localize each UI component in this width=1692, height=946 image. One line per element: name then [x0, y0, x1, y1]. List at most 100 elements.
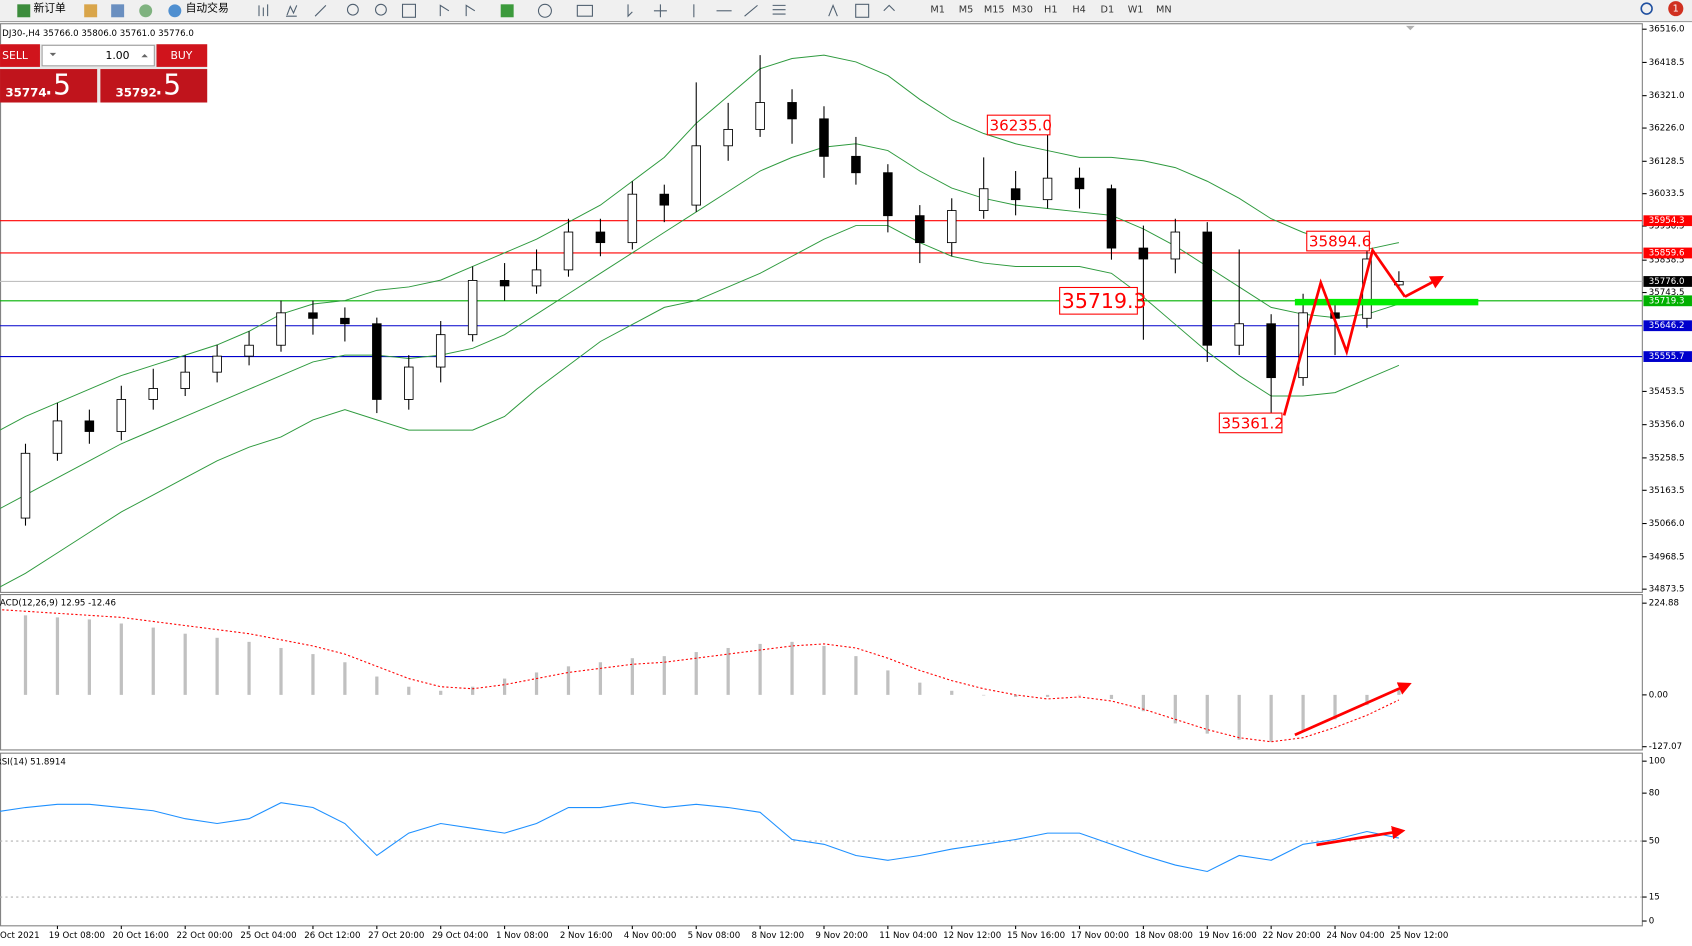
notification-count[interactable]: 1 — [1673, 4, 1679, 15]
toolbar-icon[interactable] — [84, 4, 98, 18]
candle-body — [946, 210, 957, 244]
price-annotation: 35719.3 — [1062, 289, 1147, 313]
lot-up[interactable] — [141, 53, 148, 58]
buy-label[interactable]: BUY — [171, 49, 193, 62]
x-tick-label: 19 Nov 16:00 — [1199, 931, 1257, 941]
axes: 36516.0 36418.5 36321.0 36226.0 36128.5 36033… — [0, 25, 1692, 941]
macd-bar — [630, 658, 634, 695]
search-icon[interactable] — [1640, 2, 1653, 15]
drawings — [1282, 247, 1479, 847]
macd-arrow — [1294, 682, 1412, 737]
candle-body — [404, 366, 414, 400]
timeframe-button[interactable]: W1 — [1128, 5, 1144, 16]
x-tick-label: 26 Oct 12:00 — [304, 931, 360, 941]
timeframe-button[interactable]: M30 — [1012, 5, 1033, 16]
y-tick-label: 36033.5 — [1649, 189, 1685, 199]
macd-bar — [23, 615, 28, 695]
price-annotation-box — [1306, 230, 1370, 252]
timeframe-button[interactable]: H4 — [1072, 5, 1085, 16]
buy-price-box[interactable] — [100, 69, 208, 103]
toolbar-tools[interactable] — [258, 3, 895, 18]
auto-trading-icon[interactable] — [168, 4, 182, 18]
bid-marker — [1643, 276, 1692, 287]
indicators-icon[interactable] — [500, 4, 514, 18]
macd-signal — [0, 609, 1400, 743]
timeframe-button[interactable]: H1 — [1044, 5, 1057, 16]
new-order-button[interactable]: 新订单 — [33, 2, 66, 15]
price-annotation-box — [1218, 412, 1283, 434]
macd-bar — [1333, 694, 1337, 720]
price-annotation: 36235.0 — [990, 117, 1052, 135]
x-tick-label: 29 Oct 04:00 — [432, 931, 488, 941]
y-tick-label: 36128.5 — [1649, 157, 1685, 167]
candle-body — [563, 231, 574, 271]
macd-bar — [1269, 694, 1273, 742]
auto-trading-button[interactable]: 自动交易 — [186, 2, 229, 15]
timeframe-button[interactable]: M15 — [984, 5, 1005, 16]
candle-body — [180, 371, 190, 389]
timeframe-button[interactable]: MN — [1156, 5, 1172, 16]
sell-button[interactable] — [0, 44, 40, 67]
sell-price[interactable]: 35774 — [5, 85, 46, 99]
sell-label[interactable]: SELL — [2, 49, 28, 62]
x-tick-label: 4 Nov 00:00 — [624, 931, 677, 941]
toolbar-icon[interactable] — [111, 4, 125, 18]
macd-bar — [822, 645, 826, 695]
macd-bar — [215, 637, 219, 695]
y-tick-label: 80 — [1649, 789, 1660, 799]
lot-value[interactable]: 1.00 — [105, 49, 129, 62]
x-tick-label: 17 Nov 00:00 — [1071, 931, 1129, 941]
candle-body — [116, 399, 127, 432]
macd-bar — [279, 647, 283, 695]
toolbar-icon[interactable] — [139, 4, 153, 18]
x-tick-label: 25 Oct 04:00 — [240, 931, 296, 941]
candle-body — [915, 215, 925, 244]
macd-bar — [55, 617, 60, 695]
buy-price-tail[interactable]: .5 — [154, 68, 181, 101]
candle-body — [1074, 177, 1085, 190]
candle-body — [1138, 247, 1149, 260]
lot-input[interactable] — [41, 44, 155, 67]
macd-bar — [598, 662, 603, 695]
buy-button[interactable] — [156, 44, 208, 67]
price-annotation: 35361.2 — [1222, 414, 1284, 432]
macd-bar — [854, 656, 858, 695]
rsi-line — [0, 802, 1400, 873]
sell-price-box[interactable] — [0, 69, 98, 103]
timeframe-button[interactable]: M5 — [959, 5, 974, 16]
candle-body — [883, 172, 893, 217]
macd-bar — [694, 652, 698, 695]
y-tick-label: 35163.5 — [1649, 486, 1685, 496]
price-annotation-box — [1059, 286, 1138, 315]
candle-body — [276, 312, 286, 346]
candle-body — [499, 280, 510, 287]
timeframe-button[interactable]: D1 — [1101, 5, 1115, 16]
new-order-icon[interactable] — [17, 4, 31, 18]
x-tick-label: 12 Nov 12:00 — [943, 931, 1001, 941]
x-tick-label: 24 Nov 04:00 — [1326, 931, 1384, 941]
macd-bar — [439, 690, 443, 695]
candle-body — [755, 102, 765, 130]
candle-body — [1202, 231, 1213, 346]
macd-bar — [566, 666, 571, 695]
candle-body — [52, 420, 63, 454]
lot-down[interactable] — [49, 52, 57, 57]
buy-price[interactable]: 35792 — [115, 85, 156, 99]
y-tick-label: 36226.0 — [1649, 124, 1685, 134]
y-tick-label: 35743.5 — [1649, 288, 1685, 298]
timeframe-button[interactable]: M1 — [930, 5, 945, 16]
macd-bar — [534, 672, 539, 695]
sell-price-tail[interactable]: .5 — [44, 68, 71, 101]
x-tick-label: 2 Nov 16:00 — [560, 931, 613, 941]
x-tick-label: Oct 2021 — [0, 931, 40, 941]
candle-body — [212, 355, 222, 373]
macd-label: MACD(12,26,9) 12.95 -12.46 — [0, 599, 116, 609]
macd-bar — [950, 690, 954, 695]
level-label: 35954.3 — [1649, 216, 1685, 226]
candle-body — [595, 231, 606, 244]
macd-bar — [886, 670, 890, 695]
notification-badge[interactable] — [1668, 1, 1684, 17]
y-tick-label: 35258.5 — [1649, 453, 1685, 463]
toolbar — [0, 0, 1692, 22]
